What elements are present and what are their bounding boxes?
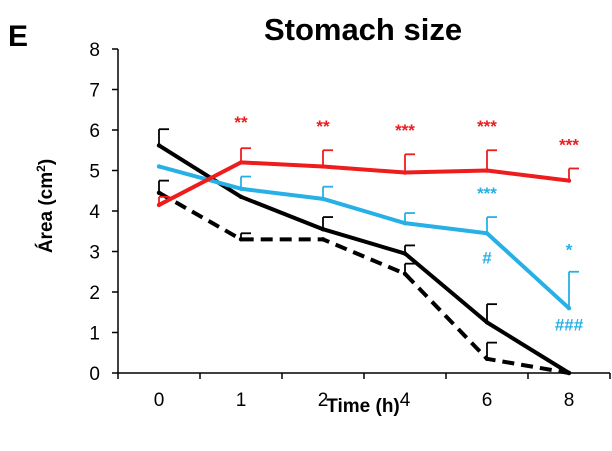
data-point	[566, 370, 572, 376]
data-point	[320, 164, 326, 169]
y-axis-label-tail: )	[36, 158, 58, 166]
data-point	[320, 227, 326, 232]
y-tick-label: 6	[89, 121, 100, 142]
data-point	[238, 160, 244, 165]
data-point	[238, 237, 244, 242]
data-point	[320, 196, 326, 202]
y-tick-label: 0	[89, 364, 100, 385]
significance-label: #	[482, 249, 492, 268]
significance-label: ###	[555, 315, 584, 334]
data-point	[484, 168, 490, 173]
y-axis-label: Área (cm2)	[34, 159, 58, 253]
significance-label: ***	[477, 184, 497, 203]
data-point	[484, 356, 490, 362]
significance-label: **	[316, 117, 330, 136]
series-line-3	[158, 160, 570, 207]
data-point	[320, 237, 326, 242]
data-point	[484, 231, 490, 236]
data-point	[566, 306, 572, 311]
data-point	[238, 194, 244, 200]
data-point	[156, 164, 162, 169]
y-tick-label: 5	[89, 162, 100, 183]
y-tick-label: 2	[89, 283, 100, 304]
data-point	[484, 320, 490, 325]
data-point	[156, 143, 162, 148]
series-line-0	[158, 191, 570, 375]
data-point	[402, 170, 408, 175]
y-tick-label: 3	[89, 243, 100, 264]
y-axis-label-main: Área (cm	[36, 171, 58, 254]
series-line-1	[157, 143, 571, 375]
x-tick-label: 8	[564, 390, 575, 411]
data-point	[402, 271, 408, 276]
x-tick-label: 4	[400, 390, 411, 411]
chart-title: Stomach size	[263, 12, 463, 47]
x-tick-label: 0	[154, 390, 165, 411]
y-tick-label: 7	[89, 81, 100, 102]
y-tick-label: 1	[89, 324, 100, 345]
series-line-2	[158, 164, 571, 310]
significance-label: ***	[559, 135, 579, 154]
data-point	[402, 251, 408, 256]
significance-label: ***	[395, 121, 415, 140]
x-tick-label: 2	[318, 390, 329, 411]
significance-label: **	[234, 113, 248, 132]
significance-label: *	[566, 241, 573, 260]
significance-label: ***	[477, 117, 497, 136]
x-tick-label: 1	[236, 390, 247, 411]
x-axis-label: Time (h)	[326, 396, 400, 417]
data-point	[402, 220, 408, 226]
data-point	[156, 202, 162, 208]
data-point	[156, 190, 162, 195]
data-point	[238, 186, 244, 191]
y-tick-label: 8	[89, 40, 100, 61]
y-tick-label: 4	[89, 202, 100, 223]
panel-label: E	[8, 20, 29, 53]
y-axis-label-sup: 2	[33, 165, 48, 172]
x-tick-label: 6	[482, 390, 493, 411]
data-point	[566, 178, 572, 183]
